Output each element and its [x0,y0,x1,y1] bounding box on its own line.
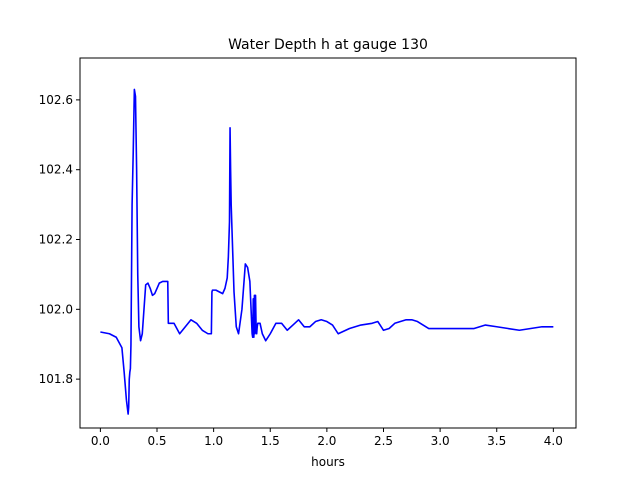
x-tick-label: 1.5 [261,434,280,448]
x-tick-label: 0.0 [91,434,110,448]
y-axis: 101.8 102.0 102.2 102.4 102.6 [39,93,80,386]
x-axis: 0.0 0.5 1.0 1.5 2.0 2.5 3.0 3.5 4.0 [91,428,563,448]
plot-area [100,88,554,415]
x-axis-label: hours [311,455,345,469]
x-tick-label: 3.5 [487,434,506,448]
x-tick-label: 1.0 [204,434,223,448]
axes-frame [79,57,577,429]
x-tick-label: 3.0 [431,434,450,448]
chart-title: Water Depth h at gauge 130 [228,37,428,53]
x-tick-label: 0.5 [147,434,166,448]
y-tick-label: 102.6 [39,93,73,107]
x-tick-label: 2.5 [374,434,393,448]
x-tick-label: 2.0 [317,434,336,448]
x-tick-label: 4.0 [544,434,563,448]
series-line [100,88,554,415]
y-tick-label: 102.0 [39,302,73,316]
y-tick-label: 101.8 [39,372,73,386]
y-tick-label: 102.4 [39,163,73,177]
y-tick-label: 102.2 [39,233,73,247]
